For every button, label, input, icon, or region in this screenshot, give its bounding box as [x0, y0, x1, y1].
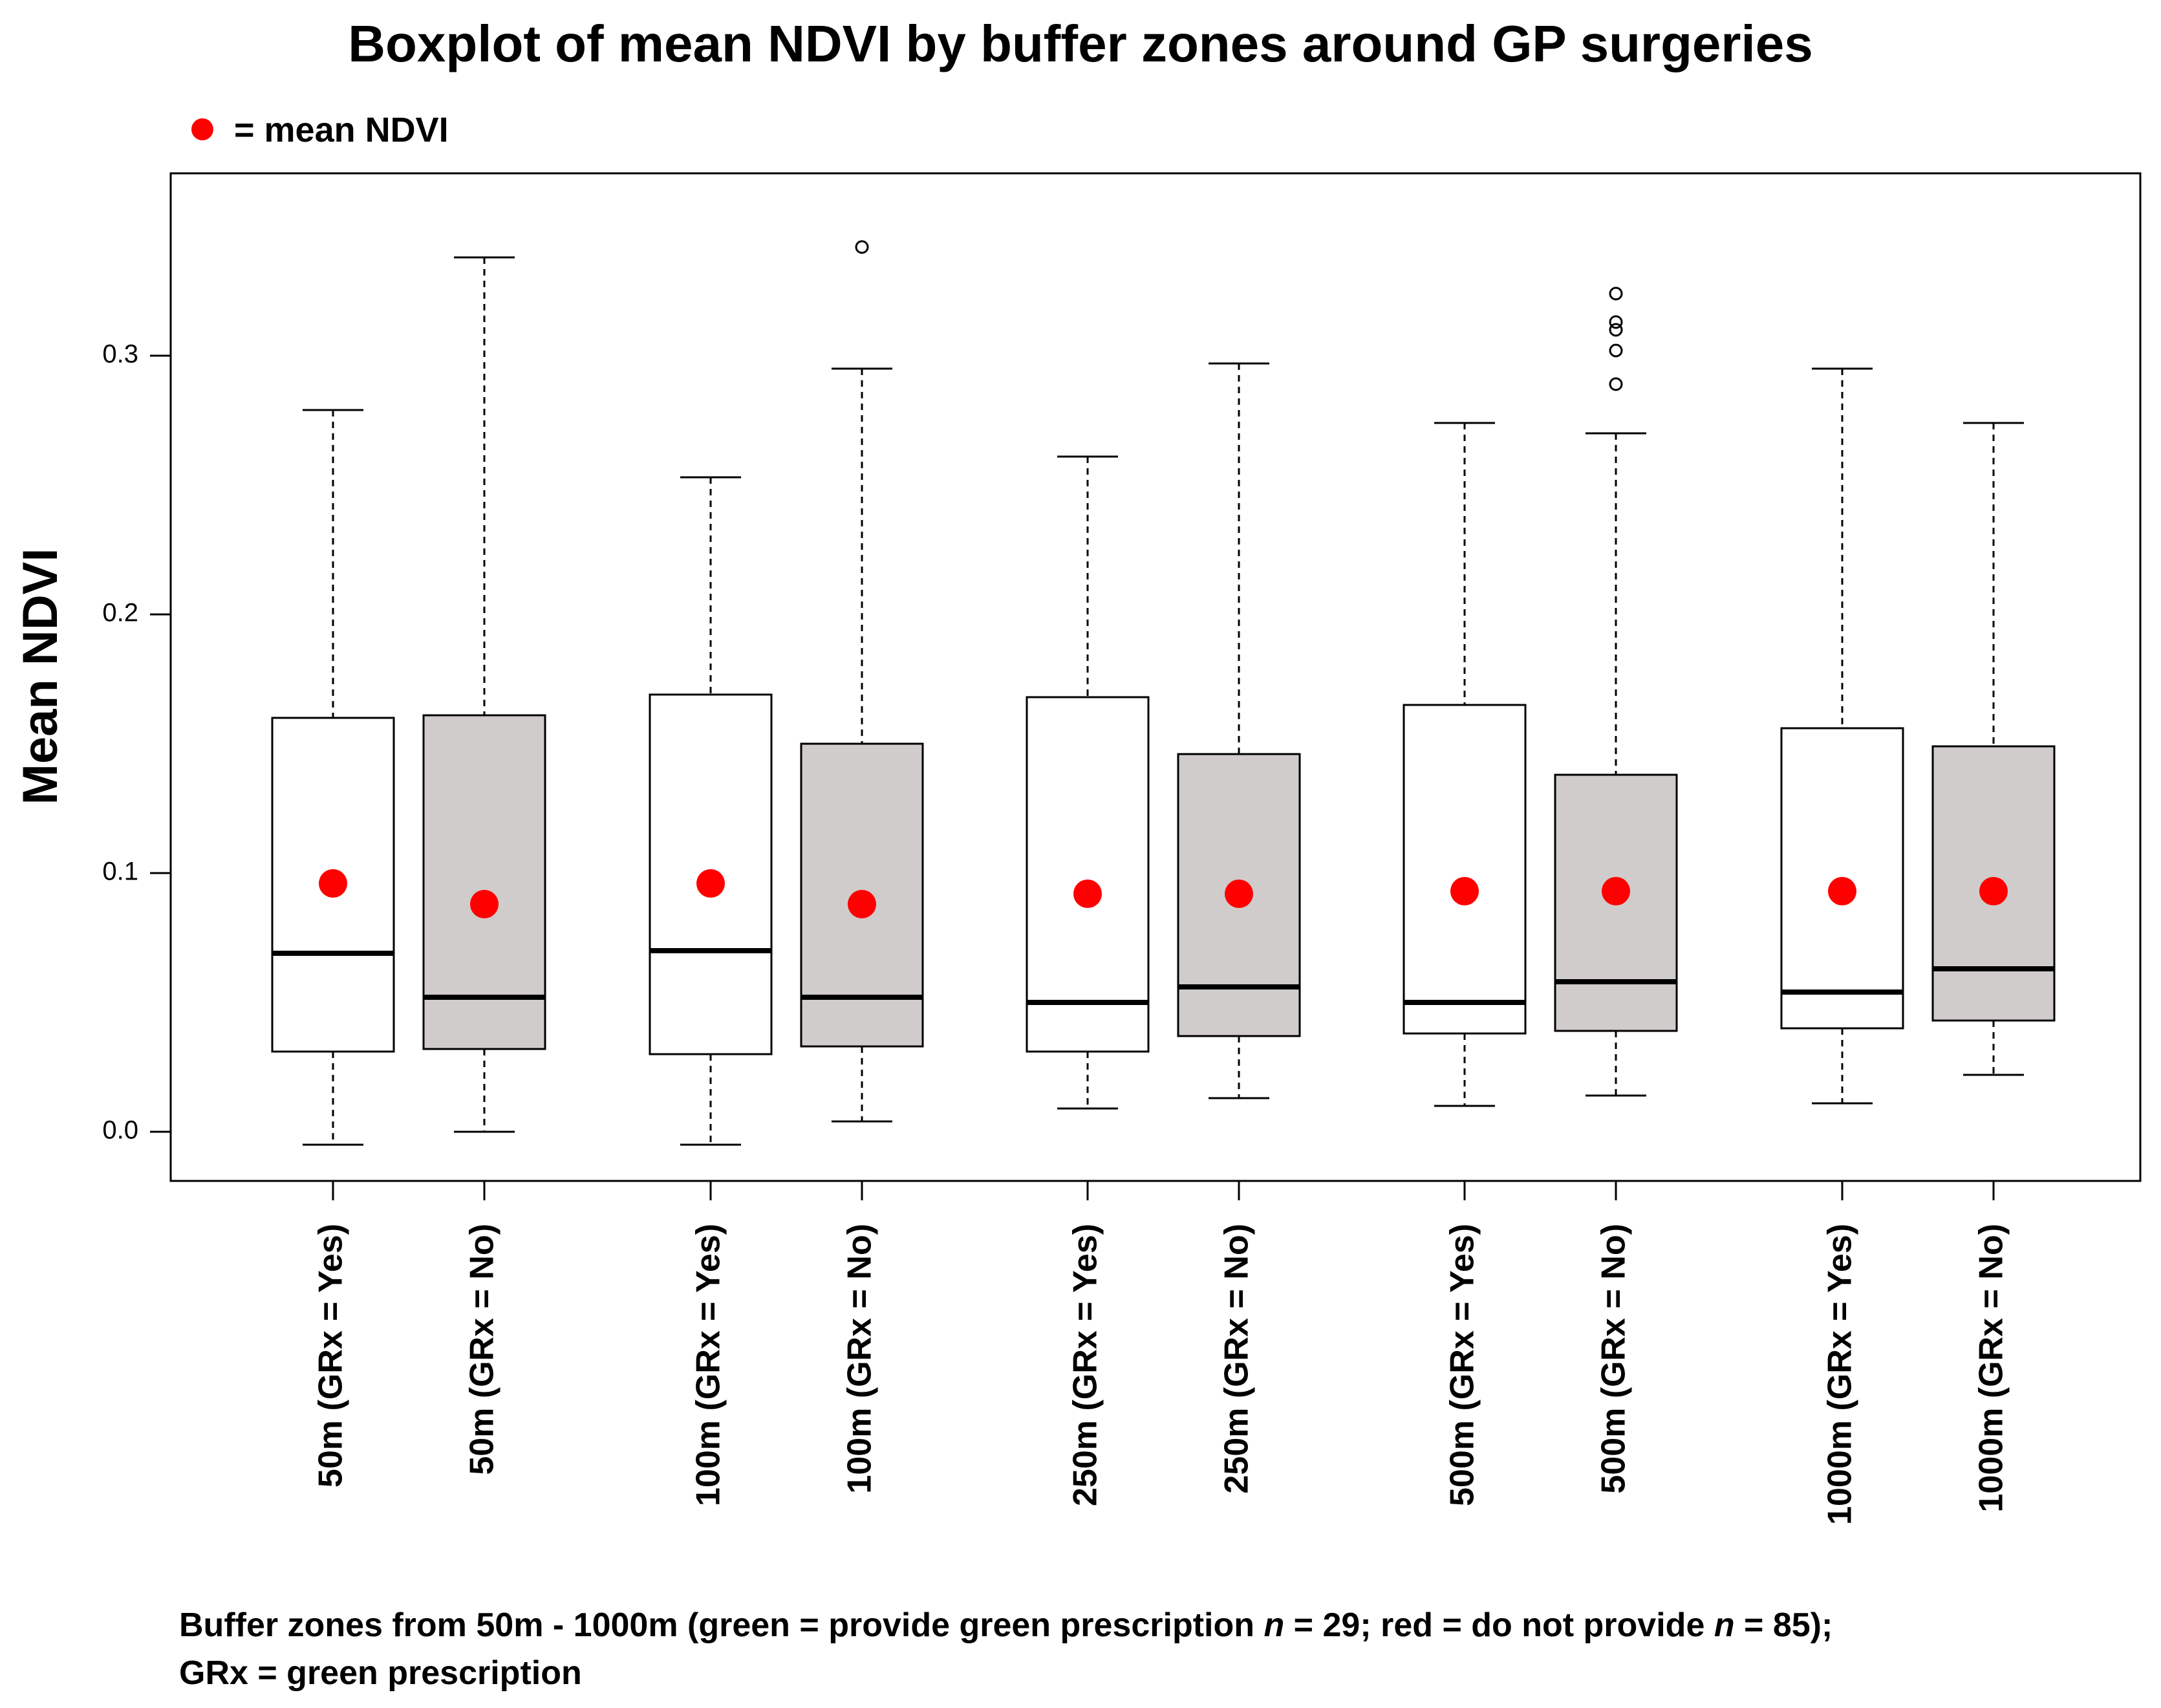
mean-marker	[1225, 880, 1253, 908]
mean-marker	[470, 890, 499, 918]
iqr-box	[422, 714, 546, 1050]
mean-marker	[696, 869, 725, 898]
box-group	[1554, 286, 1678, 1097]
mean-marker	[1073, 880, 1102, 908]
mean-marker	[1450, 877, 1479, 905]
y-tick-label: 0.1	[102, 858, 138, 886]
mean-marker	[1602, 877, 1630, 905]
caption-part-3: = 85);	[1735, 1606, 1833, 1644]
caption-part-1: Buffer zones from 50m - 1000m (green = p…	[179, 1606, 1263, 1644]
outlier-point	[1609, 377, 1623, 391]
outlier-point	[855, 240, 869, 254]
mean-marker	[1828, 877, 1856, 905]
y-tick-label: 0.2	[102, 599, 138, 627]
mean-marker	[1979, 877, 2008, 905]
x-tick-label: 50m (GRx = Yes)	[312, 1224, 350, 1487]
outlier-point	[1609, 343, 1623, 358]
outlier-point	[1609, 323, 1623, 337]
iqr-box	[1403, 704, 1527, 1035]
legend-label: = mean NDVI	[234, 111, 449, 149]
mean-marker	[848, 890, 876, 918]
iqr-box	[1026, 696, 1150, 1053]
y-tick-label: 0.0	[102, 1116, 138, 1145]
boxes-layer	[271, 240, 2056, 1146]
x-tick-label: 250m (GRx = Yes)	[1067, 1224, 1104, 1506]
x-tick-label: 1000m (GRx = No)	[1973, 1224, 2010, 1513]
box-group	[1931, 422, 2056, 1076]
x-tick-label: 250m (GRx = No)	[1218, 1224, 1256, 1494]
mean-marker	[319, 869, 347, 898]
caption-n-symbol-1: n	[1263, 1606, 1284, 1644]
x-tick-label: 500m (GRx = Yes)	[1444, 1224, 1481, 1506]
box-group	[1026, 455, 1150, 1110]
caption-n-symbol-2: n	[1714, 1606, 1735, 1644]
x-tick-label: 50m (GRx = No)	[464, 1224, 501, 1475]
x-tick-label: 100m (GRx = No)	[841, 1224, 879, 1494]
outlier-point	[1609, 286, 1623, 301]
chart-title: Boxplot of mean NDVI by buffer zones aro…	[348, 15, 1813, 72]
x-tick-label: 500m (GRx = No)	[1595, 1224, 1633, 1494]
box-group	[800, 240, 924, 1123]
x-tick-label: 1000m (GRx = Yes)	[1822, 1224, 1859, 1525]
y-tick-label: 0.3	[102, 340, 138, 369]
box-group	[649, 476, 773, 1146]
box-group	[422, 256, 546, 1133]
box-group	[1780, 367, 1904, 1105]
y-axis-label: Mean NDVI	[13, 548, 68, 805]
box-group	[1177, 362, 1301, 1099]
box-group	[271, 409, 395, 1146]
y-axis: 0.0 0.1 0.2 0.3	[102, 340, 172, 1145]
caption-part-2: = 29; red = do not provide	[1284, 1606, 1714, 1644]
x-axis: 50m (GRx = Yes) 50m (GRx = No) 100m (GRx =…	[312, 1180, 2010, 1525]
box-group	[1403, 422, 1527, 1107]
caption-line-1: Buffer zones from 50m - 1000m (green = p…	[179, 1606, 1833, 1644]
caption-line-2: GRx = green prescription	[179, 1654, 582, 1692]
legend-mean-marker	[191, 118, 213, 140]
outlier-point	[1609, 315, 1623, 329]
x-tick-label: 100m (GRx = Yes)	[690, 1224, 727, 1506]
